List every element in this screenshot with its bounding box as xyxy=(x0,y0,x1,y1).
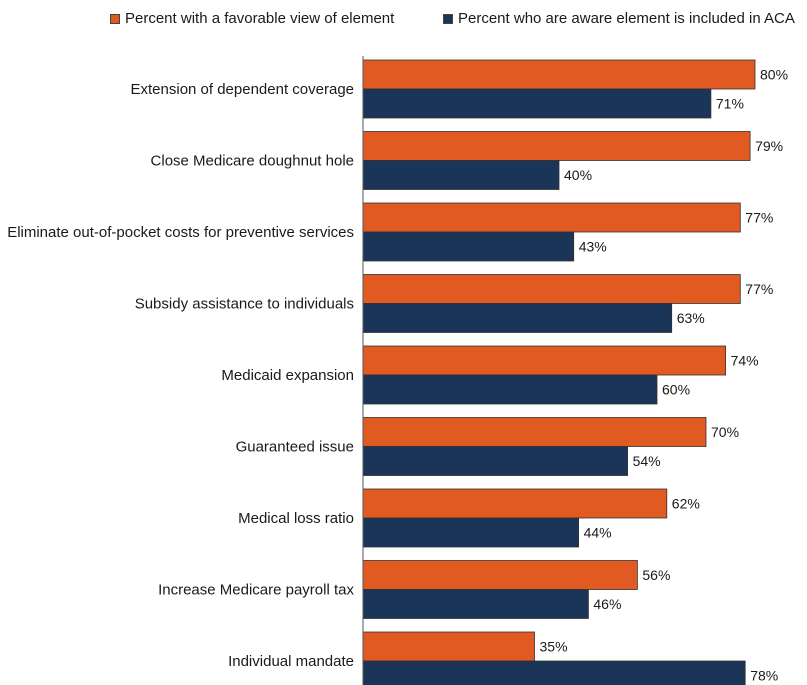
bar-favorable xyxy=(362,631,535,662)
bar-aware xyxy=(362,303,673,333)
data-label-favorable: 77% xyxy=(745,210,773,226)
data-label-favorable: 35% xyxy=(540,639,568,655)
data-label-favorable: 70% xyxy=(711,424,739,440)
bar-aware xyxy=(362,374,658,405)
category-label: Eliminate out-of-pocket costs for preven… xyxy=(7,224,354,241)
bar-aware xyxy=(362,517,580,548)
data-label-aware: 43% xyxy=(579,239,607,255)
category-label: Guaranteed issue xyxy=(236,439,354,456)
bar-aware xyxy=(362,160,560,190)
data-label-favorable: 79% xyxy=(755,138,783,154)
data-label-favorable: 74% xyxy=(731,353,759,369)
legend-label-aware: Percent who are aware element is include… xyxy=(458,10,795,27)
category-label: Increase Medicare payroll tax xyxy=(158,582,354,599)
bar-favorable xyxy=(362,202,741,233)
data-label-aware: 44% xyxy=(584,525,612,541)
data-label-aware: 71% xyxy=(716,96,744,112)
bar-favorable xyxy=(362,417,707,447)
bar-aware xyxy=(362,446,629,476)
data-label-aware: 78% xyxy=(750,668,778,684)
bar-aware xyxy=(362,589,589,619)
legend-label-favorable: Percent with a favorable view of element xyxy=(125,10,395,27)
bar-aware xyxy=(362,231,575,262)
category-label: Medicaid expansion xyxy=(221,367,354,384)
data-label-favorable: 62% xyxy=(672,496,700,512)
data-label-aware: 63% xyxy=(677,310,705,326)
bar-favorable xyxy=(362,59,756,90)
bar-favorable xyxy=(362,131,751,161)
legend: Percent with a favorable view of element… xyxy=(0,10,807,34)
bar-favorable xyxy=(362,274,741,304)
category-label: Individual mandate xyxy=(228,653,354,670)
data-label-aware: 40% xyxy=(564,167,592,183)
data-label-aware: 54% xyxy=(633,453,661,469)
category-label: Extension of dependent coverage xyxy=(131,81,355,98)
bar-favorable xyxy=(362,560,638,590)
category-label: Subsidy assistance to individuals xyxy=(135,296,354,313)
legend-item-aware: Percent who are aware element is include… xyxy=(443,10,795,27)
bar-favorable xyxy=(362,488,668,519)
data-label-aware: 60% xyxy=(662,382,690,398)
bar-aware xyxy=(362,88,712,119)
data-label-favorable: 77% xyxy=(745,281,773,297)
category-label: Medical loss ratio xyxy=(238,510,354,527)
legend-swatch-favorable xyxy=(110,13,120,24)
category-label: Close Medicare doughnut hole xyxy=(151,153,354,170)
legend-swatch-aware xyxy=(443,13,453,24)
data-label-favorable: 56% xyxy=(642,567,670,583)
legend-item-favorable: Percent with a favorable view of element xyxy=(110,10,394,27)
bar-aware xyxy=(362,660,746,685)
data-label-favorable: 80% xyxy=(760,67,788,83)
bar-favorable xyxy=(362,345,727,376)
data-label-aware: 46% xyxy=(593,596,621,612)
